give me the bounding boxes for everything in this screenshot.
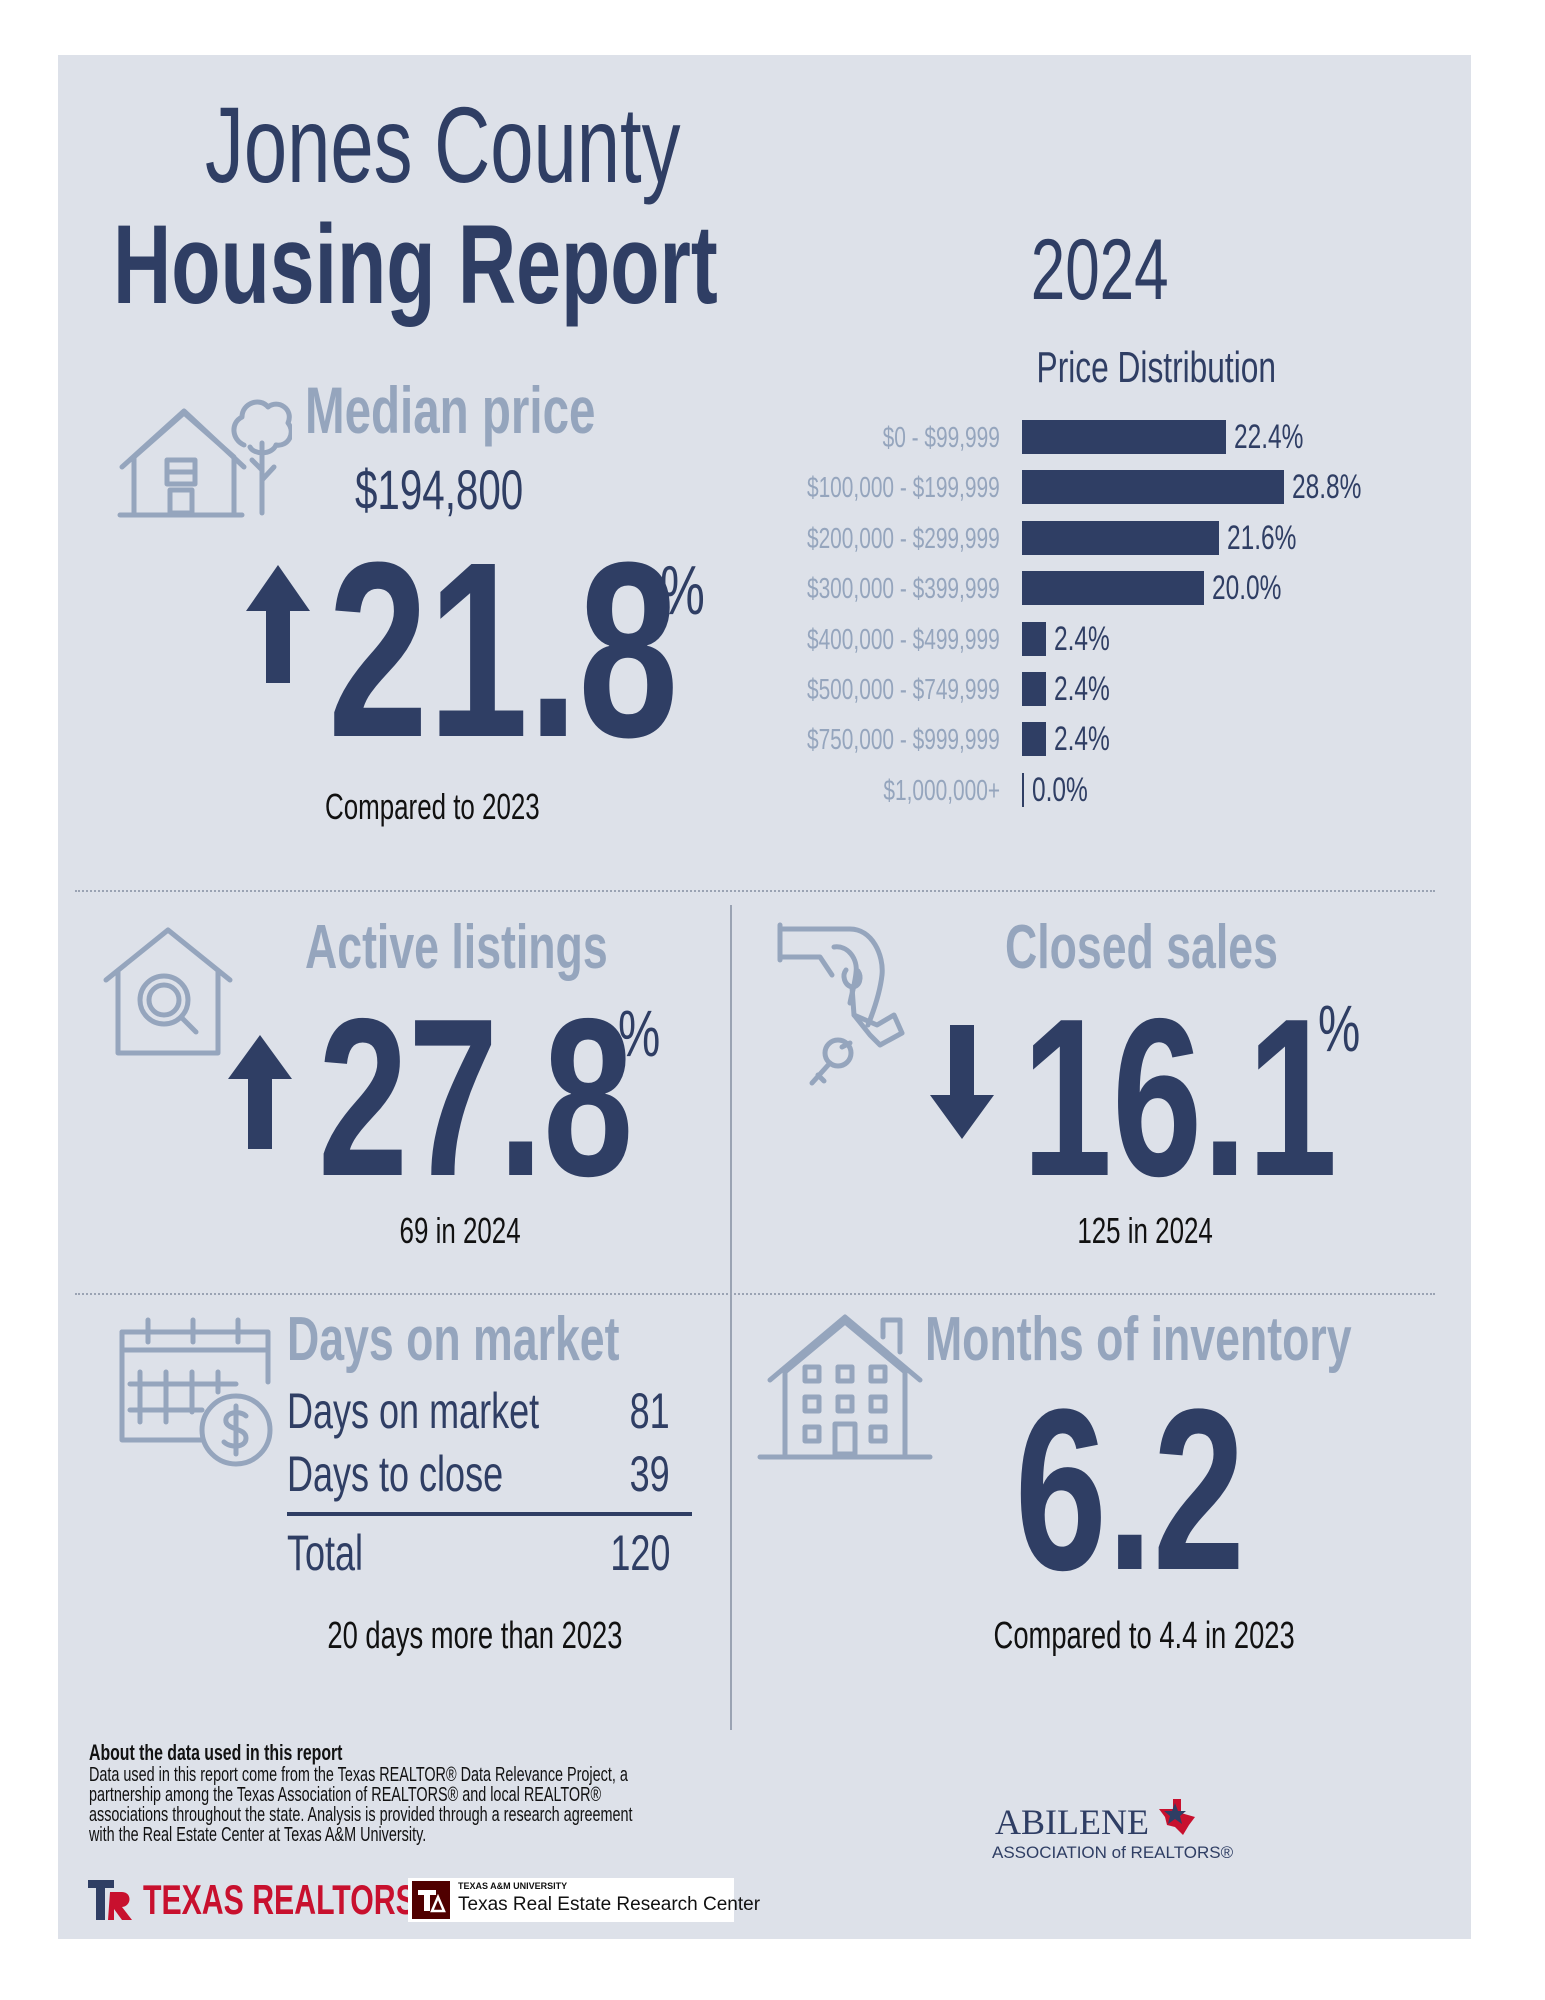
price-range-label: $200,000 - $299,999 xyxy=(807,522,1000,555)
months-inventory-label: Months of inventory xyxy=(925,1305,1352,1374)
report-panel xyxy=(58,55,1471,1939)
price-bar-value: 2.4% xyxy=(1054,670,1110,708)
price-range-label: $1,000,000+ xyxy=(883,774,1000,807)
days-on-market-label: Days on market xyxy=(287,1305,620,1374)
price-range-label: $400,000 - $499,999 xyxy=(807,623,1000,656)
hand-keys-icon xyxy=(777,922,905,1086)
divider-vertical xyxy=(730,905,732,1730)
median-price-comparison: Compared to 2023 xyxy=(325,786,540,827)
days-row-label: Days on market xyxy=(287,1383,540,1439)
closed-sales-percent: % xyxy=(1318,991,1361,1065)
closed-sales-label: Closed sales xyxy=(1005,913,1278,982)
calendar-dollar-icon xyxy=(119,1317,273,1467)
median-price-percent: % xyxy=(660,551,705,629)
days-on-market-comparison: 20 days more than 2023 xyxy=(327,1615,623,1657)
arrow-up-icon xyxy=(246,565,310,683)
active-listings-detail: 69 in 2024 xyxy=(399,1210,521,1251)
title-line-1: Jones County xyxy=(205,84,681,205)
price-bar-value: 0.0% xyxy=(1032,770,1088,809)
months-inventory-comparison: Compared to 4.4 in 2023 xyxy=(993,1615,1295,1657)
apartment-building-icon xyxy=(757,1314,933,1460)
price-bar-value: 2.4% xyxy=(1054,720,1110,759)
arrow-down-icon xyxy=(930,1025,994,1139)
days-total-rule xyxy=(287,1512,692,1516)
active-listings-label: Active listings xyxy=(305,913,608,982)
price-range-label: $500,000 - $749,999 xyxy=(807,674,1000,706)
days-total-label: Total xyxy=(287,1525,364,1581)
price-bar xyxy=(1022,420,1226,454)
house-search-icon xyxy=(103,927,233,1056)
tamu-logo-name: Texas Real Estate Research Center xyxy=(458,1894,761,1915)
divider-middle xyxy=(75,1293,1435,1295)
abilene-logo-association: ASSOCIATION of REALTORS® xyxy=(992,1843,1234,1862)
price-range-label: $0 - $99,999 xyxy=(882,422,1000,454)
days-row-value: 81 xyxy=(629,1383,670,1439)
active-listings-change: 27.8 xyxy=(318,971,634,1223)
tamu-logo-box xyxy=(408,1878,734,1922)
price-distribution-title: Price Distribution xyxy=(1036,343,1277,392)
price-bar-value: 20.0% xyxy=(1211,569,1282,608)
texas-star-icon xyxy=(1159,1799,1195,1835)
divider-top xyxy=(75,890,1435,892)
arrow-up-icon xyxy=(228,1035,292,1149)
price-bar-value: 28.8% xyxy=(1292,468,1362,507)
median-price-value: $194,800 xyxy=(355,458,524,521)
median-price-label: Median price xyxy=(305,373,596,447)
price-bar-value: 22.4% xyxy=(1233,418,1304,456)
days-total-value: 120 xyxy=(609,1525,670,1581)
closed-sales-detail: 125 in 2024 xyxy=(1077,1210,1213,1251)
days-row-label: Days to close xyxy=(287,1446,504,1502)
report-year: 2024 xyxy=(1031,222,1169,318)
texas-realtors-logo-mark xyxy=(88,1880,132,1920)
price-bar xyxy=(1022,520,1219,555)
closed-sales-change: 16.1 xyxy=(1022,971,1338,1223)
abilene-logo-name: ABILENE xyxy=(995,1802,1149,1842)
median-price-change: 21.8 xyxy=(328,510,679,789)
price-bar-value: 21.6% xyxy=(1226,518,1296,557)
title-line-2: Housing Report xyxy=(113,202,718,327)
days-row-value: 39 xyxy=(629,1446,670,1502)
price-bar xyxy=(1022,672,1046,706)
price-range-label: $100,000 - $199,999 xyxy=(807,472,1000,505)
price-range-label: $300,000 - $399,999 xyxy=(807,573,1000,606)
house-tree-icon xyxy=(117,399,292,518)
tamu-logo-small: TEXAS A&M UNIVERSITY xyxy=(458,1881,568,1891)
months-inventory-value: 6.2 xyxy=(1014,1361,1246,1618)
tamu-logo-mark xyxy=(412,1881,450,1919)
about-data-text: Data used in this report come from the T… xyxy=(89,1764,633,1846)
price-range-label: $750,000 - $999,999 xyxy=(807,724,1000,757)
price-bar xyxy=(1022,722,1046,757)
price-bar xyxy=(1022,772,1024,807)
about-data-title: About the data used in this report xyxy=(89,1740,343,1765)
texas-realtors-logo-text: TEXAS REALTORS xyxy=(143,1876,416,1923)
active-listings-percent: % xyxy=(618,996,661,1070)
price-bar xyxy=(1022,470,1284,505)
price-bar-value: 2.4% xyxy=(1054,619,1110,658)
price-bar xyxy=(1022,621,1046,656)
price-bar xyxy=(1022,571,1204,606)
